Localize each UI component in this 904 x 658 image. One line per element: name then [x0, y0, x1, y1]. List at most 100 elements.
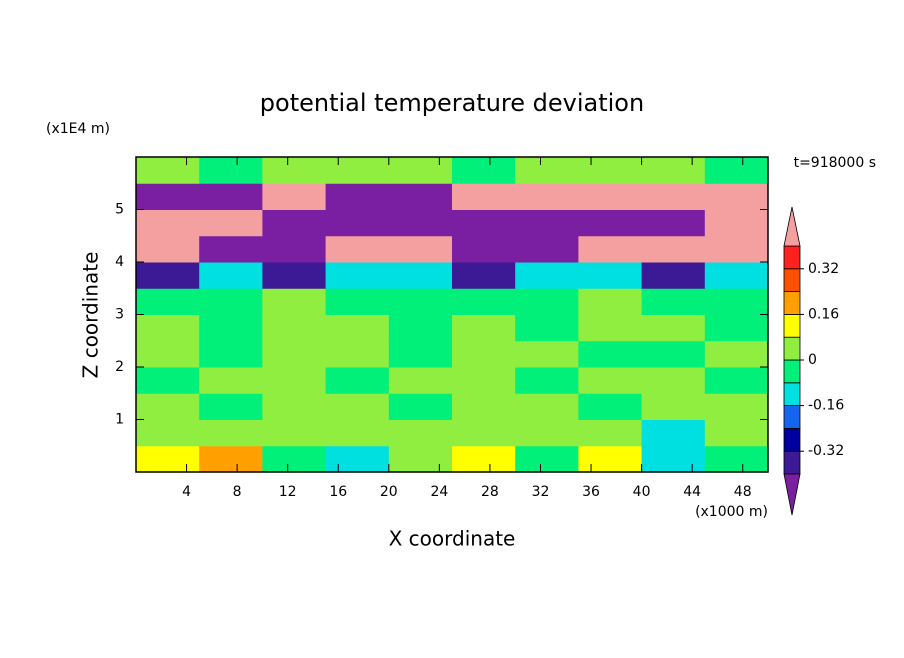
colorbar-tick-label: 0	[808, 352, 817, 368]
contour-cell	[704, 393, 769, 420]
contour-cell	[704, 419, 769, 447]
contour-cell	[199, 445, 263, 473]
contour-cell	[704, 340, 769, 368]
contour-cell	[578, 393, 643, 420]
contour-cell	[262, 288, 327, 315]
contour-cell	[515, 262, 579, 289]
y-tick-label: 5	[115, 202, 124, 218]
x-tick-label: 48	[734, 484, 752, 500]
contour-cell	[641, 314, 706, 342]
contour-cell	[515, 419, 579, 447]
contour-cell	[136, 288, 200, 315]
x-tick-label: 36	[582, 484, 600, 500]
contour-cell	[325, 235, 390, 263]
contour-cell	[136, 445, 200, 473]
contour-cell	[262, 393, 327, 420]
contour-cell	[515, 209, 579, 237]
time-annotation: t=918000 s	[794, 155, 876, 171]
contour-cell	[704, 157, 769, 184]
contour-cell	[136, 340, 200, 368]
contour-cell	[641, 445, 706, 473]
contour-cell	[704, 445, 769, 473]
contour-cell	[136, 314, 200, 342]
contour-cell	[325, 209, 390, 237]
contour-cell	[578, 235, 643, 263]
contour-cell	[578, 262, 643, 289]
contour-cell	[578, 183, 643, 210]
y-tick-label: 4	[115, 254, 124, 270]
x-tick-label: 16	[329, 484, 347, 500]
contour-cell	[578, 367, 643, 394]
contour-cell	[136, 157, 200, 184]
x-tick-label: 24	[430, 484, 448, 500]
contour-cell	[578, 209, 643, 237]
contour-cell	[578, 445, 643, 473]
contour-cell	[262, 314, 327, 342]
contour-cell	[515, 314, 579, 342]
colorbar-box	[783, 405, 801, 429]
contour-cell	[388, 183, 453, 210]
contour-cell	[578, 419, 643, 447]
contour-cell	[136, 393, 200, 420]
contour-cell	[388, 235, 453, 263]
x-tick-label: 32	[532, 484, 550, 500]
contour-cell	[199, 340, 263, 368]
contour-cell	[452, 235, 516, 263]
contour-cell	[325, 288, 390, 315]
contour-cell	[199, 262, 263, 289]
y-tick-label: 1	[115, 412, 124, 428]
contour-cell	[388, 209, 453, 237]
contour-cell	[325, 419, 390, 447]
colorbar-tick-label: -0.16	[808, 398, 844, 414]
contour-cell	[704, 314, 769, 342]
contour-cell	[199, 235, 263, 263]
contour-cell	[262, 340, 327, 368]
colorbar-box	[783, 450, 801, 475]
contour-cell	[452, 314, 516, 342]
contour-cell	[578, 157, 643, 184]
colorbar-box	[783, 313, 801, 338]
contour-cell	[452, 419, 516, 447]
contour-cell	[325, 157, 390, 184]
contour-cell	[388, 419, 453, 447]
contour-cell	[452, 157, 516, 184]
contour-cell	[136, 262, 200, 289]
contour-cell	[262, 367, 327, 394]
contour-cell	[388, 367, 453, 394]
colorbar-box	[783, 268, 801, 292]
contour-cell	[452, 445, 516, 473]
contour-cell	[136, 367, 200, 394]
contour-cell	[199, 209, 263, 237]
contour-cell	[515, 340, 579, 368]
colorbar-box	[783, 382, 801, 406]
contour-cell	[136, 235, 200, 263]
contour-cell	[452, 209, 516, 237]
x-tick-label: 4	[182, 484, 191, 500]
colorbar-box	[783, 359, 801, 384]
contour-cell	[641, 262, 706, 289]
contour-cell	[262, 235, 327, 263]
colorbar-tick-label: -0.32	[808, 443, 844, 459]
contour-cell	[388, 314, 453, 342]
colorbar-high-extend	[783, 206, 801, 247]
contour-cell	[515, 288, 579, 315]
contour-cell	[199, 393, 263, 420]
contour-cell	[388, 288, 453, 315]
contour-cell	[388, 340, 453, 368]
contour-cell	[262, 419, 327, 447]
contour-cell	[641, 209, 706, 237]
x-tick-label: 40	[633, 484, 651, 500]
contour-cell	[641, 393, 706, 420]
contour-cell	[199, 183, 263, 210]
contour-cell	[515, 367, 579, 394]
contour-cell	[452, 262, 516, 289]
contour-cell	[452, 183, 516, 210]
contour-cell	[452, 340, 516, 368]
y-axis-label: Z coordinate	[79, 252, 103, 379]
contour-cell	[136, 419, 200, 447]
contour-cell	[199, 419, 263, 447]
contour-cell	[704, 209, 769, 237]
contour-cell	[578, 314, 643, 342]
contour-cell	[136, 209, 200, 237]
